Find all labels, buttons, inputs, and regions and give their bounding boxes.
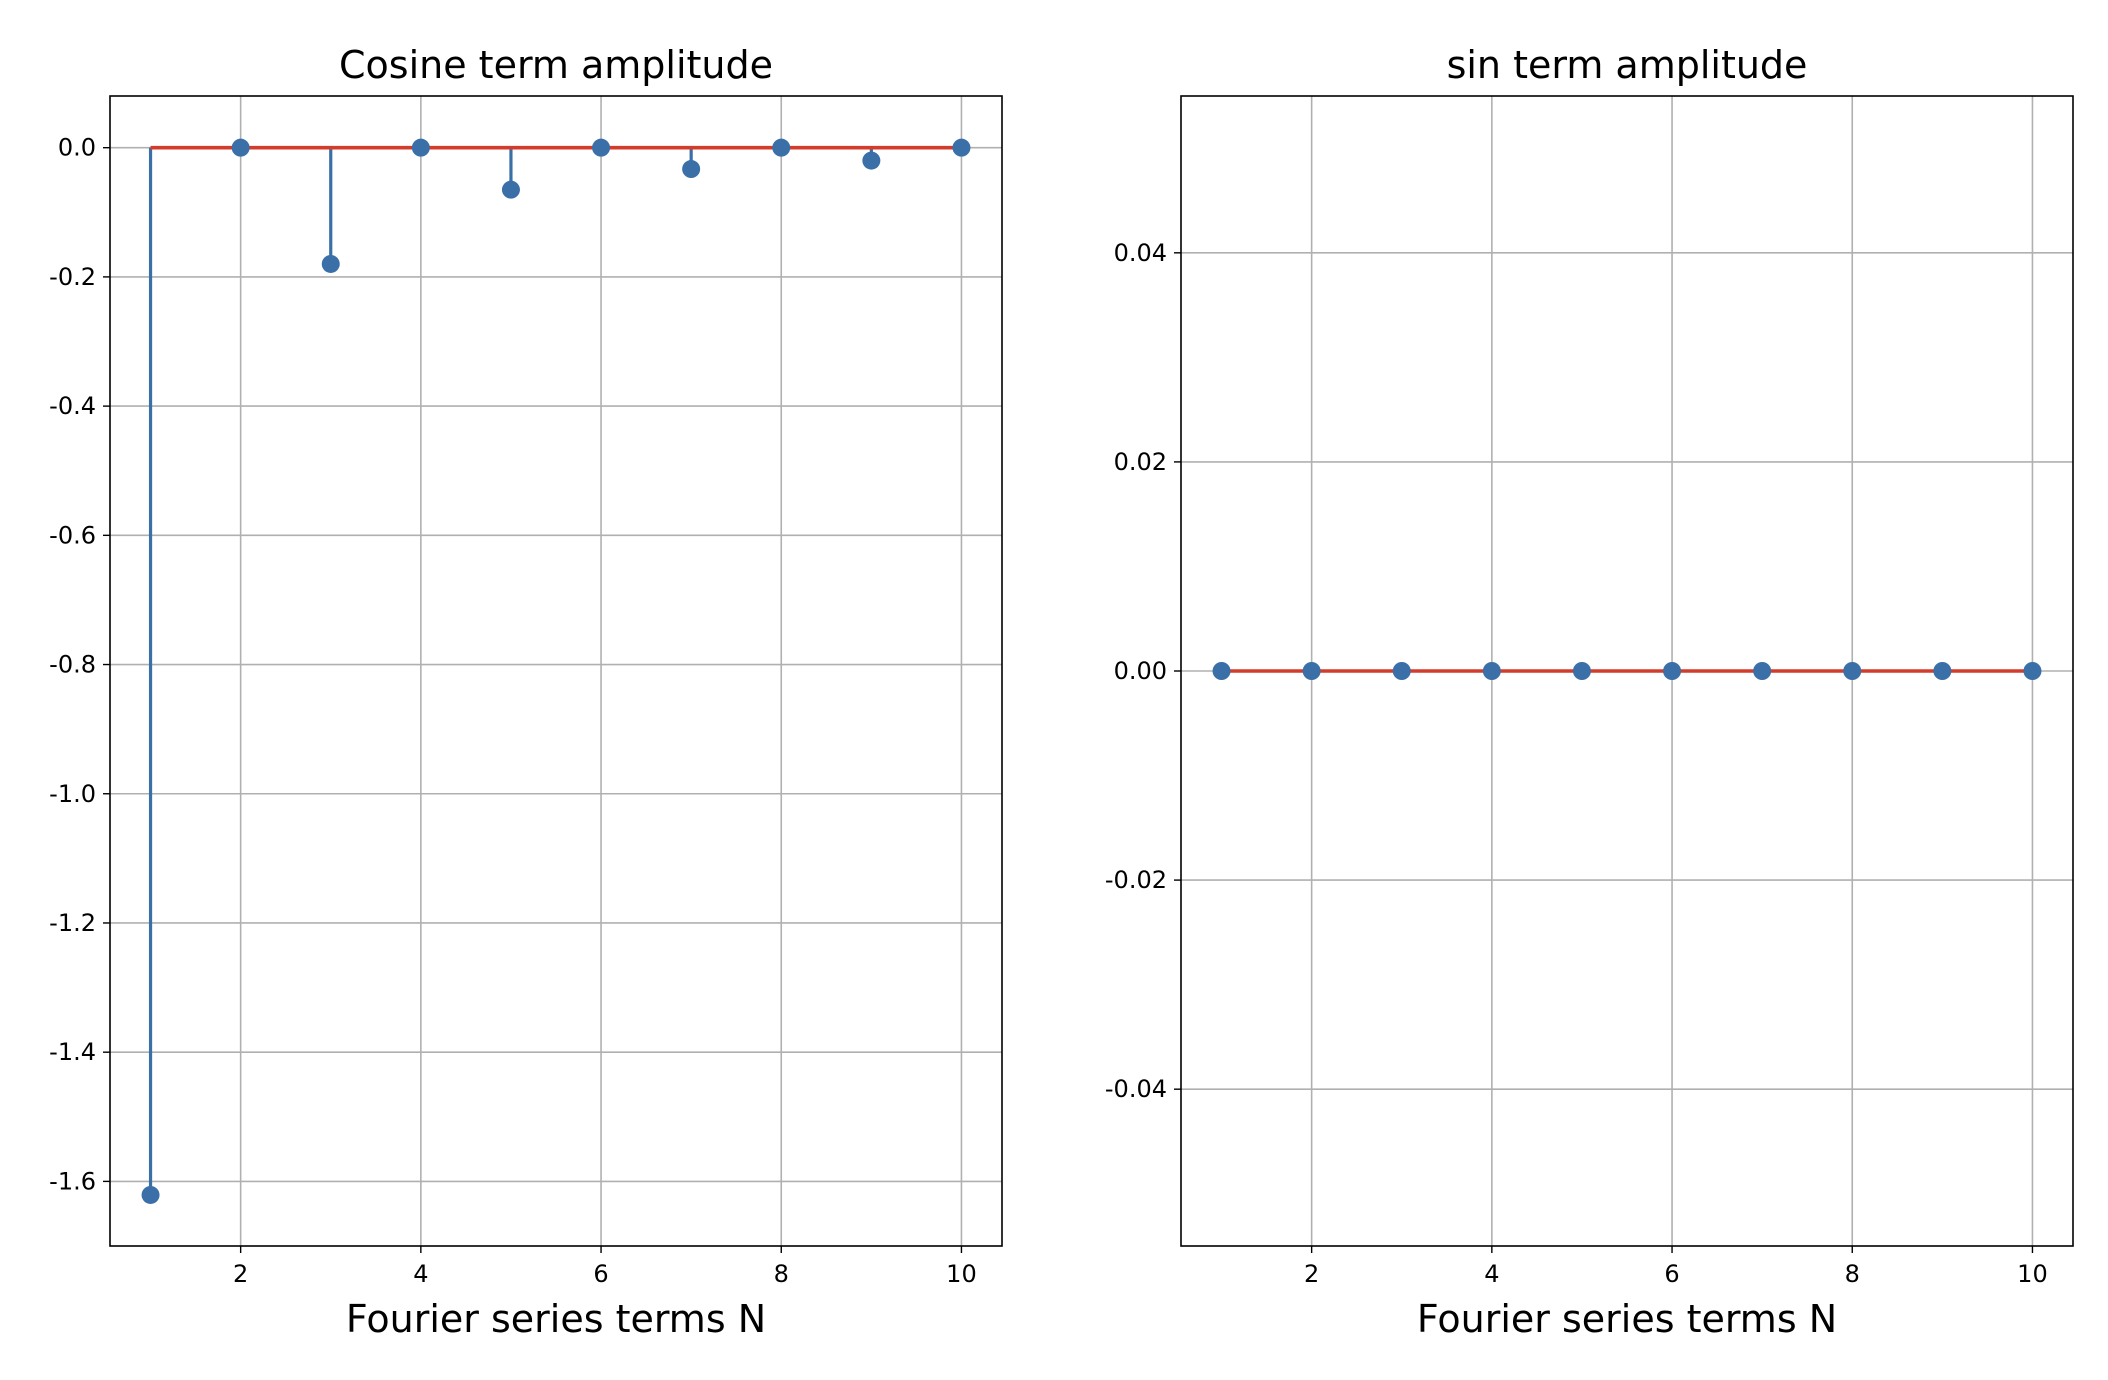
x-tick-label: 10 xyxy=(946,1260,977,1288)
y-tick-label: 0.00 xyxy=(1114,657,1167,685)
chart-panel-1: 2 4 6 8 10 0.0 -0.2 -0.4 -0.6 -0.8 -1.0 -1.2 -1.4 -1.… xyxy=(49,43,1003,1341)
x-axis: 2 4 6 8 10 xyxy=(1304,1246,2048,1288)
x-axis: 2 4 6 8 10 xyxy=(233,1246,977,1288)
y-tick-label: -0.04 xyxy=(1105,1075,1167,1103)
stem-marker xyxy=(952,138,971,157)
x-tick-label: 6 xyxy=(1664,1260,1679,1288)
stem-marker xyxy=(1212,662,1231,680)
y-axis: 0.04 0.02 0.00 -0.02 -0.04 xyxy=(1105,239,1181,1103)
x-tick-label: 2 xyxy=(233,1260,248,1288)
axes-frame xyxy=(109,95,1003,1247)
stem-marker xyxy=(1663,662,1682,680)
x-tick-label: 8 xyxy=(1845,1260,1860,1288)
y-tick-label: -0.02 xyxy=(1105,866,1167,894)
x-tick-label: 4 xyxy=(1484,1260,1499,1288)
stem-marker xyxy=(141,1185,160,1204)
x-tick-label: 8 xyxy=(774,1260,789,1288)
y-tick-label: -1.6 xyxy=(49,1167,96,1195)
chart-title: Cosine term amplitude xyxy=(339,43,773,87)
y-tick-label: 0.02 xyxy=(1114,448,1167,476)
stem-marker xyxy=(1392,662,1411,680)
stem-marker xyxy=(1843,662,1862,680)
x-tick-label: 2 xyxy=(1304,1260,1319,1288)
y-tick-label: 0.04 xyxy=(1114,239,1167,267)
stem-marker xyxy=(592,138,611,157)
x-tick-label: 4 xyxy=(413,1260,428,1288)
markers xyxy=(1212,662,2042,680)
chart-title: sin term amplitude xyxy=(1447,43,1808,87)
stem-marker xyxy=(501,180,520,199)
chart-panel-2: 2 4 6 8 10 0.04 0.02 0.00 -0.02 -0.04 sin term amp… xyxy=(1105,43,2074,1341)
stems xyxy=(148,147,873,1195)
stem-marker xyxy=(321,254,340,273)
y-tick-label: 0.0 xyxy=(58,134,96,162)
y-tick-label: -1.0 xyxy=(49,780,96,808)
x-tick-label: 6 xyxy=(593,1260,608,1288)
y-tick-label: -0.4 xyxy=(49,392,96,420)
stem-marker xyxy=(411,138,430,157)
stem-marker xyxy=(1753,662,1772,680)
y-tick-label: -0.2 xyxy=(49,263,96,291)
x-tick-label: 10 xyxy=(2017,1260,2048,1288)
stem-marker xyxy=(1933,662,1952,680)
y-axis: 0.0 -0.2 -0.4 -0.6 -0.8 -1.0 -1.2 -1.4 -1.6 xyxy=(49,134,110,1195)
stem-marker xyxy=(772,138,791,157)
x-axis-label: Fourier series terms N xyxy=(1417,1297,1837,1341)
y-tick-label: -1.2 xyxy=(49,909,96,937)
stem-marker xyxy=(682,160,701,179)
y-tick-label: -0.8 xyxy=(49,651,96,679)
stem-marker xyxy=(1482,662,1501,680)
x-axis-label: Fourier series terms N xyxy=(346,1297,766,1341)
stem-marker xyxy=(1302,662,1321,680)
stem-marker xyxy=(2023,662,2042,680)
markers xyxy=(141,138,971,1204)
y-tick-label: -0.6 xyxy=(49,521,96,549)
y-tick-label: -1.4 xyxy=(49,1038,96,1066)
stem-marker xyxy=(862,151,881,170)
stem-marker xyxy=(1572,662,1591,680)
stem-marker xyxy=(231,138,250,157)
